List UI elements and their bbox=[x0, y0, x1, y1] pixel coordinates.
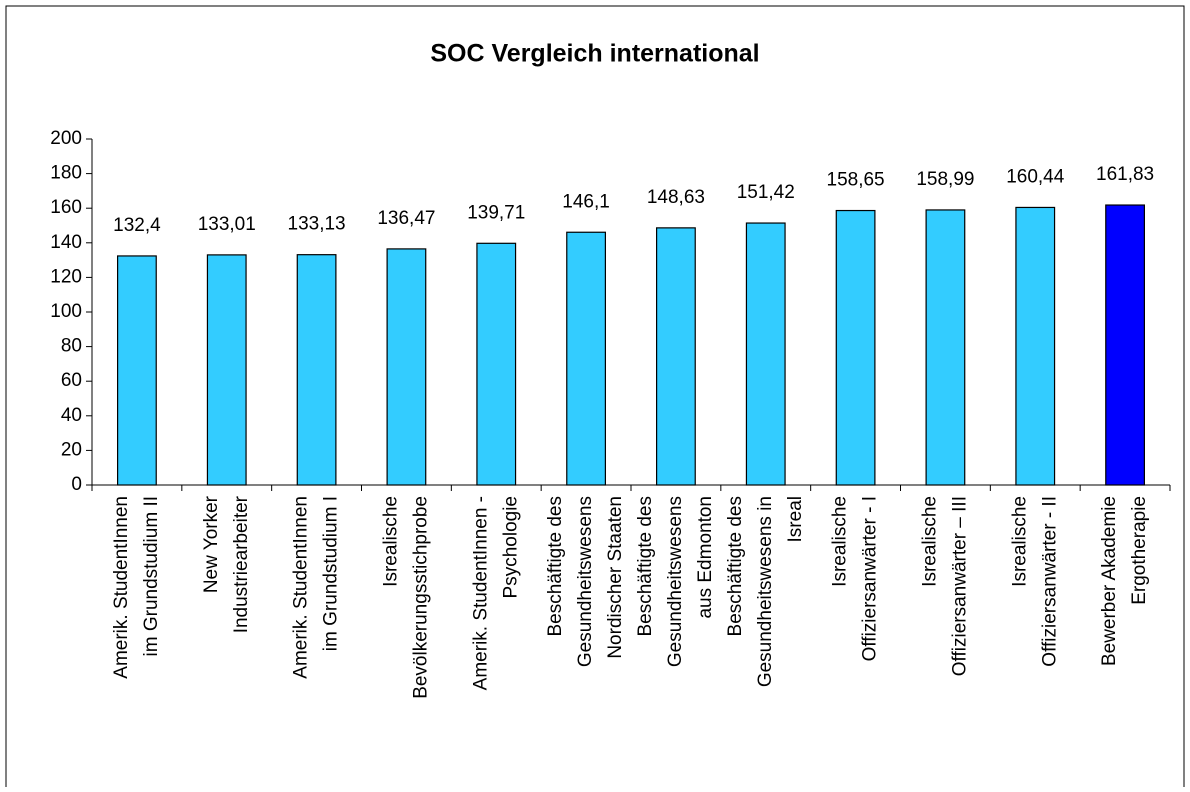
x-tick-label: Amerik. StudentInnen - Psychologie bbox=[470, 496, 521, 690]
value-label: 148,63 bbox=[647, 187, 705, 208]
x-tick-label-line: Isrealische bbox=[1009, 496, 1030, 587]
x-tick-label: Isrealische Offiziersanwärter – III bbox=[919, 496, 970, 676]
x-tick-label: New Yorker Industriearbeiter bbox=[201, 495, 252, 633]
x-tick-label-line: Offiziersanwärter – III bbox=[949, 496, 970, 676]
y-tick-label: 0 bbox=[71, 474, 82, 495]
value-label: 132,4 bbox=[113, 215, 161, 236]
y-tick-label: 200 bbox=[50, 128, 82, 149]
x-tick-label-line: im Grundstudium II bbox=[141, 496, 162, 657]
value-label: 158,99 bbox=[916, 169, 974, 190]
bar bbox=[296, 254, 337, 486]
y-tick-label: 120 bbox=[50, 266, 82, 287]
bar bbox=[206, 254, 247, 486]
bar bbox=[745, 222, 786, 486]
x-tick-label: Beschäftigte des Gesundheitswesens in Isre… bbox=[725, 496, 806, 687]
value-label: 161,83 bbox=[1096, 164, 1154, 185]
value-label: 133,01 bbox=[198, 214, 256, 235]
x-tick-label-line: im Grundstudium I bbox=[321, 496, 342, 651]
x-tick-label-line: New Yorker bbox=[201, 495, 222, 593]
x-tick-label-line: Beschäftigte des bbox=[635, 496, 656, 636]
x-tick-label-line: Bevölkerungsstichprobe bbox=[410, 496, 431, 699]
bar bbox=[1015, 206, 1056, 486]
x-tick-label: Isrealische Bevölkerungsstichprobe bbox=[380, 496, 431, 699]
y-tick-label: 40 bbox=[61, 405, 82, 426]
x-tick-label-line: Offiziersanwärter - I bbox=[860, 496, 881, 661]
bar bbox=[835, 209, 876, 486]
x-tick-label-line: Gesundheitswesens bbox=[575, 496, 596, 667]
x-tick-label-line: Amerik. StudentInnen bbox=[111, 496, 132, 679]
bar bbox=[117, 255, 157, 486]
x-tick-label: Beschäftigte des Gesundheitswesens aus Edm… bbox=[635, 496, 716, 667]
x-tick-label: Isrealische Offiziersanwärter - I bbox=[830, 496, 881, 661]
x-tick-label: Isrealische Offiziersanwärter - II bbox=[1009, 496, 1060, 667]
bar bbox=[476, 242, 517, 486]
bar bbox=[1105, 204, 1145, 486]
x-tick-label-line: Amerik. StudentInnen bbox=[291, 496, 312, 679]
y-tick-label: 20 bbox=[61, 439, 82, 460]
x-tick-label: Bewerber Akademie Ergotherapie bbox=[1099, 496, 1150, 666]
x-tick-label-line: Isrealische bbox=[919, 496, 940, 587]
x-tick-label-line: Psychologie bbox=[500, 496, 521, 598]
x-tick-label-line: Ergotherapie bbox=[1129, 496, 1150, 605]
x-tick-label-line: Beschäftigte des bbox=[725, 496, 746, 636]
value-label: 146,1 bbox=[562, 191, 610, 212]
y-tick-label: 140 bbox=[50, 232, 82, 253]
y-tick-label: 80 bbox=[61, 336, 82, 357]
bar bbox=[566, 231, 606, 486]
x-tick-label-line: Industriearbeiter bbox=[231, 495, 252, 633]
value-label: 151,42 bbox=[737, 182, 795, 203]
x-tick-label-line: Offiziersanwärter - II bbox=[1039, 496, 1060, 667]
x-tick-label-line: Isrealische bbox=[830, 496, 851, 587]
bar bbox=[925, 209, 966, 486]
value-label: 158,65 bbox=[827, 170, 885, 191]
y-tick-label: 180 bbox=[50, 163, 82, 184]
bar bbox=[656, 227, 696, 486]
x-tick-label-line: Bewerber Akademie bbox=[1099, 496, 1120, 666]
value-label: 160,44 bbox=[1006, 166, 1065, 187]
value-label: 133,13 bbox=[288, 214, 346, 235]
x-tick-label-line: aus Edmonton bbox=[695, 496, 716, 619]
x-tick-label-line: Isrealische bbox=[380, 496, 401, 587]
x-tick-label-line: Isreal bbox=[785, 496, 806, 542]
x-tick-label-line: Nordischer Staaten bbox=[605, 496, 626, 659]
y-tick-label: 60 bbox=[61, 370, 82, 391]
chart-title: SOC Vergleich international bbox=[430, 40, 759, 68]
value-label: 139,71 bbox=[467, 202, 525, 223]
y-tick-label: 160 bbox=[50, 197, 82, 218]
x-tick-label-line: Amerik. StudentInnen - bbox=[470, 496, 491, 690]
value-label: 136,47 bbox=[377, 208, 435, 229]
x-tick-label: Beschäftigte des Gesundheitswesens Nordisc… bbox=[545, 496, 626, 667]
x-tick-label-line: Gesundheitswesens bbox=[665, 496, 686, 667]
x-tick-label: Amerik. StudentInnen im Grundstudium I bbox=[291, 496, 342, 679]
y-tick-label: 100 bbox=[50, 301, 82, 322]
x-tick-label: Amerik. StudentInnen im Grundstudium II bbox=[111, 496, 162, 679]
x-tick-label-line: Beschäftigte des bbox=[545, 496, 566, 636]
bar bbox=[386, 248, 427, 486]
x-tick-label-line: Gesundheitswesens in bbox=[755, 496, 776, 687]
